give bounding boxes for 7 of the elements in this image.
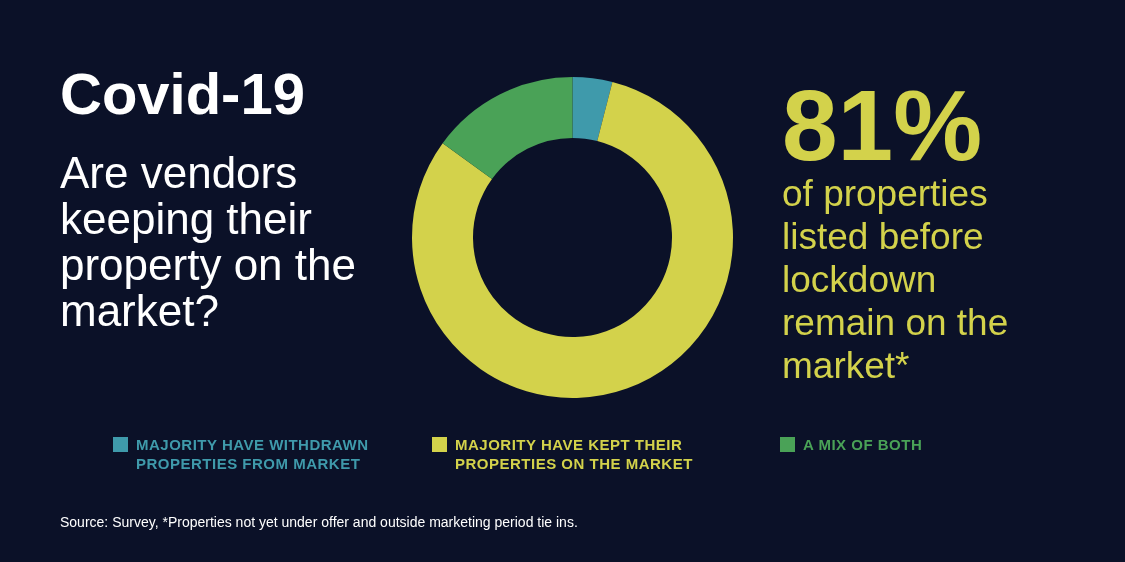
source-note: Source: Survey, *Properties not yet under offer and outside marketing period tie ins.: [60, 514, 578, 530]
legend-label: MAJORITY HAVE KEPT THEIR PROPERTIES ON THE MARKET: [455, 435, 694, 473]
text: Are vendors keeping their property on the market?: [60, 148, 357, 335]
chart-title: Covid-19: [60, 60, 305, 127]
legend-label: A MIX OF BOTH: [803, 435, 924, 454]
text: of properties listed before lockdown remain on the market*: [782, 172, 1010, 387]
legend-label: MAJORITY HAVE WITHDRAWN PROPERTIES FROM MARKET: [136, 435, 370, 473]
